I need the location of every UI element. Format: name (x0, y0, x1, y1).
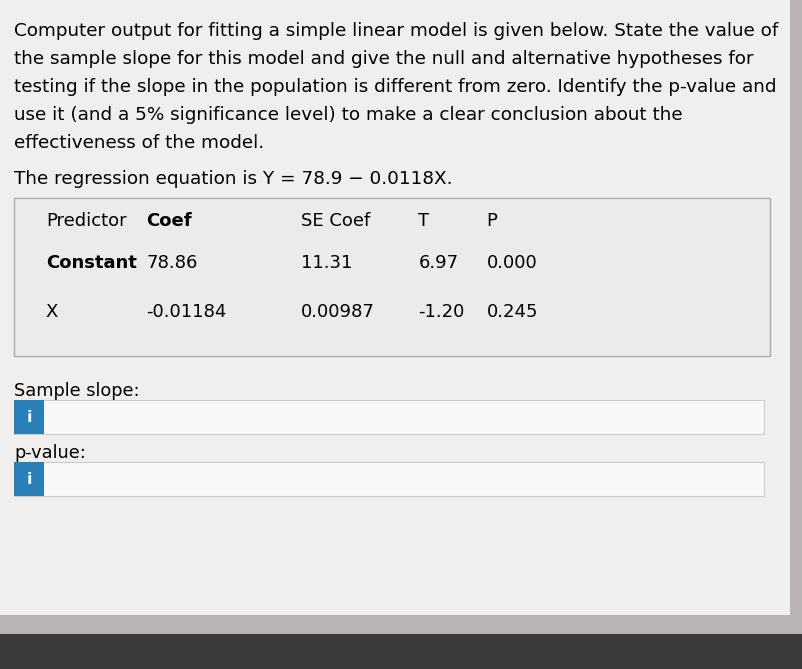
Text: 78.86: 78.86 (146, 254, 197, 272)
Text: X: X (46, 303, 58, 321)
Text: 6.97: 6.97 (418, 254, 458, 272)
Text: 0.00987: 0.00987 (301, 303, 375, 321)
Bar (14, 400, 763, 434)
Bar (14, 400, 44, 434)
Text: the sample slope for this model and give the null and alternative hypotheses for: the sample slope for this model and give… (14, 50, 753, 68)
Text: Constant: Constant (46, 254, 136, 272)
Text: -1.20: -1.20 (418, 303, 464, 321)
Text: Computer output for fitting a simple linear model is given below. State the valu: Computer output for fitting a simple lin… (14, 22, 777, 40)
Text: 11.31: 11.31 (301, 254, 352, 272)
Bar (14, 462, 44, 496)
Text: Predictor: Predictor (46, 212, 126, 230)
Text: 0.000: 0.000 (486, 254, 537, 272)
Text: -0.01184: -0.01184 (146, 303, 226, 321)
Bar (14, 462, 763, 496)
Text: Sample slope:: Sample slope: (14, 382, 140, 400)
Text: use it (and a 5% significance level) to make a clear conclusion about the: use it (and a 5% significance level) to … (14, 106, 682, 124)
Bar (14, 198, 769, 356)
Bar (0, 634, 802, 669)
Text: SE Coef: SE Coef (301, 212, 370, 230)
Text: 0.245: 0.245 (486, 303, 537, 321)
Text: p-value:: p-value: (14, 444, 86, 462)
Text: P: P (486, 212, 496, 230)
Text: effectiveness of the model.: effectiveness of the model. (14, 134, 264, 152)
Text: i: i (26, 409, 32, 425)
Text: The regression equation is Y = 78.9 − 0.0118X.: The regression equation is Y = 78.9 − 0.… (14, 170, 452, 188)
Text: Coef: Coef (146, 212, 192, 230)
Text: i: i (26, 472, 32, 486)
Text: T: T (418, 212, 429, 230)
Text: testing if the slope in the population is different from zero. Identify the p-va: testing if the slope in the population i… (14, 78, 776, 96)
